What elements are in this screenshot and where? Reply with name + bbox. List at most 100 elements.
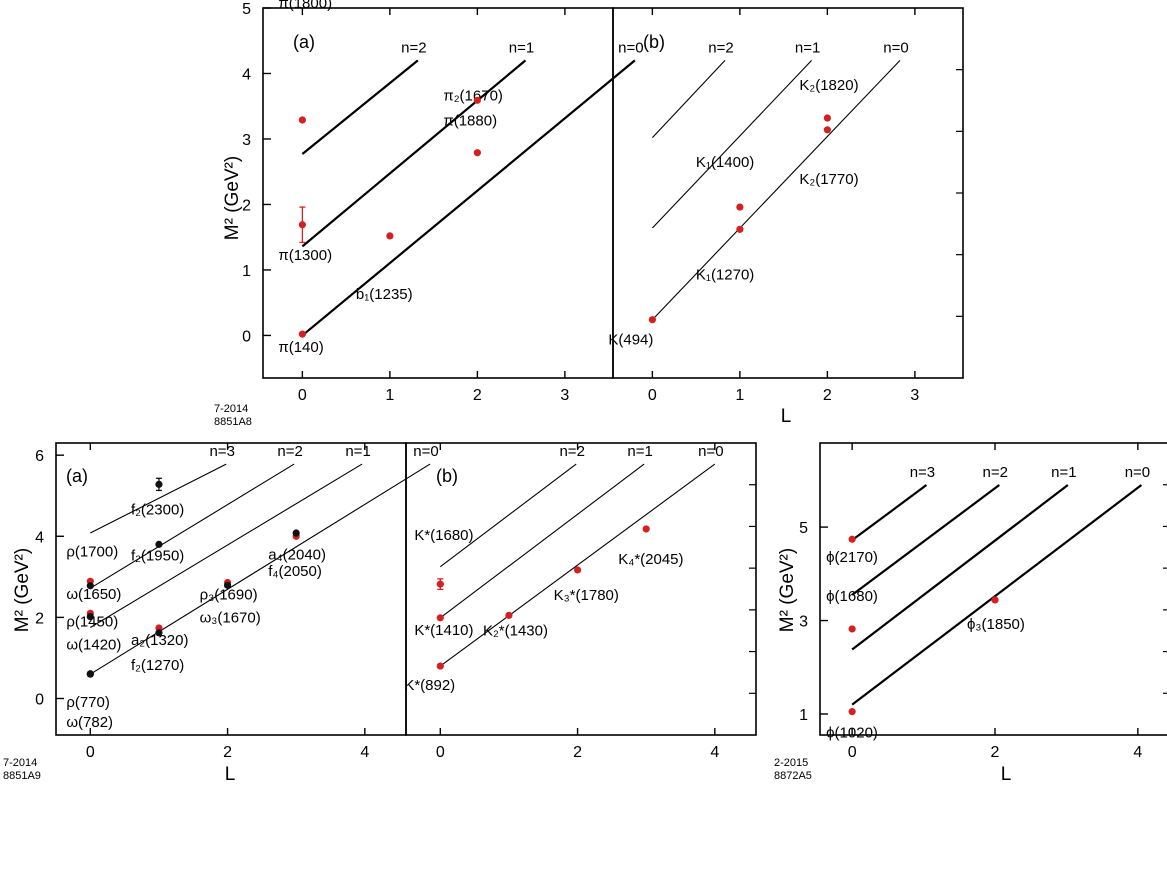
bottom-left-line-n1 xyxy=(90,463,363,628)
bottom-middle-line-n1 xyxy=(439,463,645,619)
bottom-middle-point-label: K₂*(1430) xyxy=(483,622,548,639)
bottom-left-point-label: ω₃(1670) xyxy=(200,609,261,626)
top-right-point-label: K₁(1270) xyxy=(696,266,754,283)
top-right-point-label: K₁(1400) xyxy=(696,154,754,171)
bottom-left-point-label: f₂(1950) xyxy=(131,547,184,564)
top-left-xtick-label: 0 xyxy=(298,387,307,404)
top-right-plot: 0 1 2 3 n=2 n=1 n=0 K(494) K₁(1270) K₁(1400) K₂(17… xyxy=(608,8,963,404)
bottom-middle-point xyxy=(436,662,444,670)
bottom-left-point xyxy=(86,670,94,678)
bottom-right-line-label: n=0 xyxy=(1125,464,1150,481)
bottom-left-ytick-label: 0 xyxy=(35,692,44,709)
bottom-middle-point xyxy=(642,525,650,533)
bottom-left-xlabel: L xyxy=(225,764,236,785)
bottom-left-point-label: ρ₃(1690) xyxy=(200,587,258,604)
bottom-left-point xyxy=(86,612,94,621)
top-left-panel-label: (a) xyxy=(293,32,315,52)
top-right-xtick-label: 2 xyxy=(823,387,832,404)
top-xlabel: L xyxy=(781,406,792,427)
bottom-right-line-label: n=1 xyxy=(1051,464,1076,481)
top-left-ytick-label: 3 xyxy=(242,132,251,149)
top-left-line-label: n=2 xyxy=(401,39,426,56)
top-right-panel-frame xyxy=(612,7,964,379)
bottom-right-point-label: ϕ(1680) xyxy=(826,588,878,605)
top-right-point-label: K₂(1770) xyxy=(799,171,858,188)
bottom-right-point-label: ϕ(1020) xyxy=(826,725,878,742)
bottom-right-ylabel: M² (GeV²) xyxy=(777,548,798,632)
top-right-point xyxy=(648,316,656,324)
top-right-line-label: n=1 xyxy=(795,39,820,56)
top-left-point-label: π₂(1670) xyxy=(443,88,503,105)
bottom-left-point-label: ω(782) xyxy=(66,714,113,731)
top-left-point xyxy=(473,149,481,157)
bottom-right-xtick-label: 2 xyxy=(991,744,1000,761)
top-right-point xyxy=(823,114,831,122)
bottom-middle-point xyxy=(573,566,582,574)
top-right-line-n1 xyxy=(651,60,813,229)
top-left-ytick-label: 2 xyxy=(242,197,251,214)
top-right-line-n0 xyxy=(651,60,901,321)
bottom-left-figure-date: 7-2014 xyxy=(3,757,37,769)
top-left-line-n1 xyxy=(301,59,527,248)
bottom-left-point xyxy=(292,529,300,537)
bottom-left-xtick-label: 2 xyxy=(223,744,232,761)
bottom-right-point xyxy=(991,596,999,604)
bottom-left-point-label: a₄(2040) xyxy=(268,546,326,563)
bottom-middle-line-label: n=0 xyxy=(698,443,723,460)
bottom-right-figure-code: 8872A5 xyxy=(774,770,812,782)
top-right-line-label: n=0 xyxy=(883,39,908,56)
bottom-left-point xyxy=(223,581,232,589)
bottom-middle-line-label: n=1 xyxy=(627,443,652,460)
top-left-panel-frame xyxy=(262,7,614,379)
bottom-left-point-label: ρ(770) xyxy=(66,694,110,711)
bottom-left-point xyxy=(155,540,163,548)
top-left-point xyxy=(386,232,394,240)
top-ylabel: M² (GeV²) xyxy=(222,156,243,240)
bottom-middle-plot: 0 2 4 n=2 n=1 n=0 K*(892) K*(1410) K*(1680) K₂*(1… xyxy=(404,443,756,761)
bottom-right-xlabel: L xyxy=(1001,764,1012,785)
bottom-right-xtick-label: 4 xyxy=(1133,744,1142,761)
bottom-left-point xyxy=(86,582,94,590)
bottom-left-ytick-label: 2 xyxy=(35,610,44,627)
bottom-left-line-label: n=2 xyxy=(277,443,302,460)
top-right-point-label: K₂(1820) xyxy=(799,77,858,94)
bottom-right-line-label: n=2 xyxy=(983,464,1008,481)
bottom-left-line-label: n=1 xyxy=(345,443,370,460)
bottom-right-line-n0 xyxy=(851,484,1143,706)
bottom-left-point xyxy=(155,629,163,637)
bottom-right-point-label: ϕ₃(1850) xyxy=(967,616,1025,633)
bottom-right-ytick-label: 5 xyxy=(799,520,808,537)
top-figure-date: 7-2014 xyxy=(214,403,248,415)
top-figure-code: 8851A8 xyxy=(214,416,252,428)
top-left-xtick-label: 3 xyxy=(560,387,569,404)
bottom-left-point-label: ρ(1700) xyxy=(66,543,118,560)
top-left-xtick-label: 1 xyxy=(385,387,394,404)
bottom-middle-line-n2 xyxy=(439,463,577,568)
bottom-left-line-label: n=0 xyxy=(413,443,438,460)
bottom-right-xtick-label: 0 xyxy=(848,744,857,761)
bottom-left-line-label: n=3 xyxy=(209,443,234,460)
top-left-ytick-label: 0 xyxy=(242,328,251,345)
bottom-middle-xtick-label: 4 xyxy=(710,744,719,761)
bottom-middle-point-label: K₄*(2045) xyxy=(618,551,683,568)
bottom-middle-point xyxy=(505,611,513,619)
bottom-left-point-label: ω(1420) xyxy=(66,637,121,654)
bottom-left-point-label: ρ(1450) xyxy=(66,613,118,630)
bottom-middle-xtick-label: 0 xyxy=(436,744,445,761)
top-left-line-n0 xyxy=(301,59,636,337)
bottom-middle-line-n0 xyxy=(439,463,716,667)
bottom-left-point-label: a₂(1320) xyxy=(131,632,189,649)
bottom-left-panel-label: (a) xyxy=(66,466,88,486)
bottom-middle-panel-frame xyxy=(405,442,757,736)
bottom-middle-point-label: K₃*(1780) xyxy=(554,587,619,604)
bottom-right-figure-date: 2-2015 xyxy=(774,757,808,769)
bottom-left-point-label: f₂(2300) xyxy=(131,501,184,518)
top-right-point-label: K(494) xyxy=(608,332,653,349)
bottom-right-ytick-label: 1 xyxy=(799,707,808,724)
bottom-left-ylabel: M² (GeV²) xyxy=(12,548,33,632)
top-left-line-label: n=0 xyxy=(618,39,643,56)
top-left-point-label: π(1300) xyxy=(278,247,332,264)
top-right-point xyxy=(823,126,831,134)
top-left-point xyxy=(298,221,306,229)
